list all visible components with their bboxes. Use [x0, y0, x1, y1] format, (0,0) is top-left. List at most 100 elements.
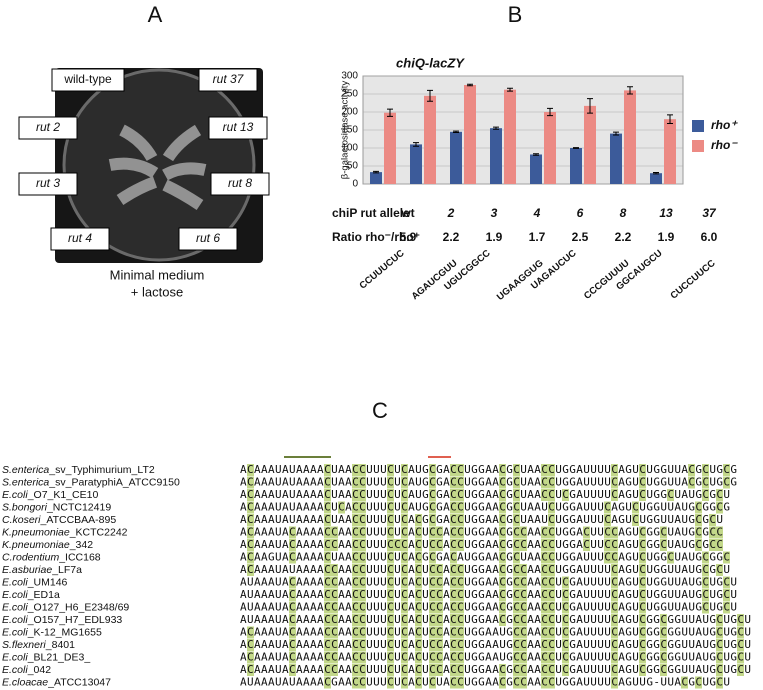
highlight	[716, 614, 723, 626]
species: E.coli	[2, 601, 28, 613]
bar	[584, 105, 596, 184]
highlight	[352, 539, 359, 551]
highlight	[401, 464, 408, 476]
highlight	[499, 676, 506, 689]
strain-name: E.coli_042	[2, 664, 51, 676]
highlight	[562, 614, 569, 626]
highlight	[702, 576, 709, 589]
highlight	[723, 601, 730, 614]
highlight	[548, 489, 555, 501]
highlight	[520, 639, 527, 651]
highlight	[513, 564, 520, 576]
highlight	[457, 476, 464, 489]
highlight	[499, 476, 506, 489]
plate-label: rut 13	[223, 120, 254, 134]
highlight	[520, 601, 527, 614]
species: C.koseri	[2, 514, 41, 526]
highlight	[387, 576, 394, 589]
highlight	[352, 626, 359, 639]
highlight	[247, 539, 254, 551]
highlight	[289, 614, 296, 626]
highlight	[429, 514, 436, 526]
highlight	[401, 576, 408, 589]
highlight	[352, 526, 359, 539]
highlight	[429, 539, 436, 551]
highlight	[289, 626, 296, 639]
highlight	[611, 476, 618, 489]
highlight	[639, 526, 646, 539]
label-box	[178, 227, 238, 251]
highlight	[541, 564, 548, 576]
highlight	[359, 514, 366, 526]
highlight	[429, 551, 436, 564]
highlight	[450, 576, 457, 589]
strain: _ICC168	[58, 551, 101, 563]
highlight	[436, 539, 443, 551]
highlight	[513, 501, 520, 514]
highlight	[324, 514, 331, 526]
highlight	[695, 514, 702, 526]
highlight	[548, 464, 555, 476]
highlight	[429, 501, 436, 514]
highlight	[660, 539, 667, 551]
strain-name: S.enterica_sv_ParatyphiA_ATCC9150	[2, 476, 180, 488]
error-bar	[667, 114, 673, 125]
highlight	[352, 464, 359, 476]
highlight	[583, 539, 590, 551]
highlight	[331, 576, 338, 589]
highlight	[611, 464, 618, 476]
highlight	[429, 489, 436, 501]
highlight	[429, 576, 436, 589]
panel-label: A	[148, 2, 163, 27]
highlight	[513, 489, 520, 501]
highlight	[331, 601, 338, 614]
highlight	[387, 589, 394, 601]
highlight	[548, 664, 555, 676]
strain-name: E.coli_O7_K1_CE10	[2, 489, 98, 501]
highlight	[695, 539, 702, 551]
strain-name: K.pneumoniae_342	[2, 539, 93, 551]
sequence: ACAAAUAUAAAACUCACCUUUCUCAUGCGACCUGGAACGC…	[240, 501, 730, 514]
highlight	[401, 476, 408, 489]
highlight	[702, 476, 709, 489]
highlight	[401, 639, 408, 651]
highlight	[247, 526, 254, 539]
highlight	[429, 639, 436, 651]
bar	[464, 85, 476, 184]
label-box	[208, 116, 268, 140]
highlight	[331, 664, 338, 676]
highlight	[520, 626, 527, 639]
highlight	[611, 676, 618, 689]
highlight	[611, 551, 618, 564]
allele-label: 4	[533, 206, 541, 220]
highlight	[541, 601, 548, 614]
highlight	[639, 539, 646, 551]
highlight	[604, 539, 611, 551]
highlight	[387, 514, 394, 526]
highlight	[324, 539, 331, 551]
highlight	[436, 601, 443, 614]
highlight	[457, 589, 464, 601]
highlight	[450, 476, 457, 489]
highlight	[436, 651, 443, 664]
highlight	[387, 639, 394, 651]
species: E.coli	[2, 626, 28, 638]
highlight	[520, 564, 527, 576]
strain: _UM146	[27, 576, 68, 588]
highlight	[387, 614, 394, 626]
highlight	[541, 676, 548, 689]
highlight	[499, 564, 506, 576]
highlight	[499, 526, 506, 539]
highlight	[639, 476, 646, 489]
sequence: ACAAAUACAAAACCAACCUUUCUCACUCCACCUGGAACGC…	[240, 526, 723, 539]
highlight	[387, 664, 394, 676]
highlight	[548, 539, 555, 551]
sequence: ACAAAUAUAAAACUAACCUUUCUCACGCGACCUGGAACGC…	[240, 513, 723, 526]
species: C.rodentium	[2, 551, 59, 563]
highlight	[247, 639, 254, 651]
highlight	[723, 576, 730, 589]
highlight	[401, 551, 408, 564]
caption: + lactose	[131, 284, 183, 299]
highlight	[352, 489, 359, 501]
highlight	[660, 526, 667, 539]
